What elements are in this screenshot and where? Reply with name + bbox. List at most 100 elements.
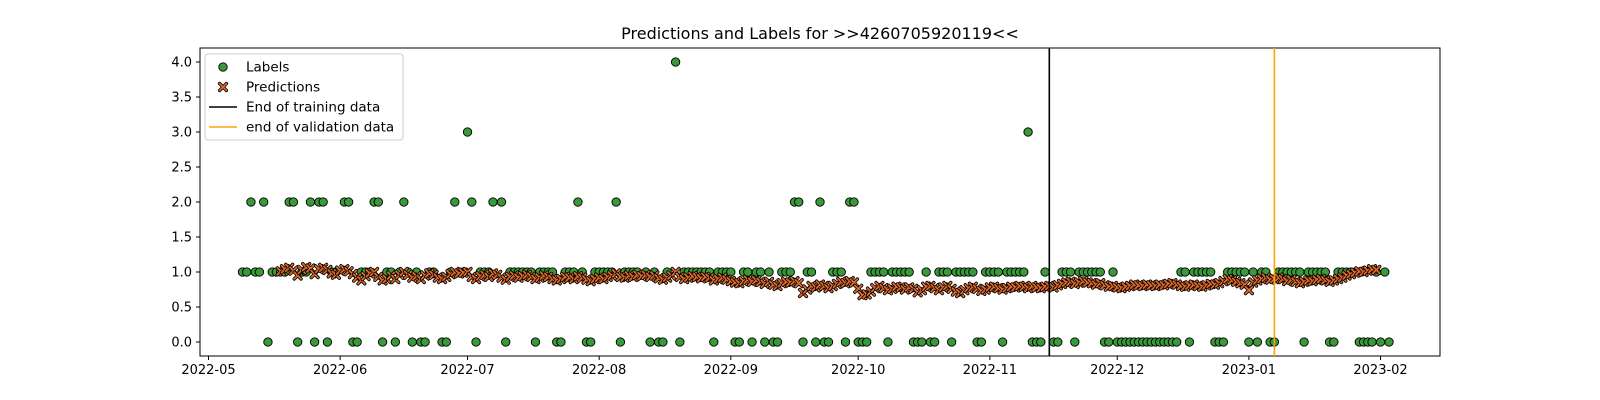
x-tick-label: 2022-08 [572, 363, 626, 378]
label-point [288, 197, 299, 207]
prediction-point-stroke-b [369, 267, 379, 277]
label-point [310, 337, 320, 347]
label-point [1070, 337, 1080, 347]
label-point [1036, 337, 1046, 347]
label-point [1180, 267, 1190, 277]
prediction-point [1371, 264, 1382, 275]
label-point [1380, 267, 1390, 277]
prediction-point-stroke-b [671, 267, 680, 277]
y-tick-label: 0.0 [171, 336, 192, 351]
label-point [747, 337, 757, 347]
label-point [377, 337, 388, 347]
label-point [242, 267, 252, 277]
y-tick-label: 2.0 [171, 196, 192, 211]
label-point [263, 337, 273, 347]
label-point [467, 197, 477, 207]
prediction-point-stroke-b [306, 264, 315, 273]
label-point [1095, 267, 1105, 277]
x-tick-label: 2022-06 [313, 363, 367, 378]
y-tick-label: 1.0 [171, 266, 192, 281]
x-tick-label: 2022-10 [831, 363, 885, 378]
label-point [1252, 337, 1263, 347]
label-point [1065, 267, 1076, 277]
label-point [1023, 127, 1033, 137]
y-tick-label: 4.0 [171, 56, 192, 71]
label-point [917, 337, 927, 347]
label-point [318, 197, 328, 207]
label-point [879, 267, 889, 277]
legend-labels-marker [218, 62, 228, 72]
label-point [798, 337, 808, 347]
label-point [488, 197, 498, 207]
label-point [573, 197, 583, 207]
legend-label: Labels [246, 60, 289, 76]
label-point [976, 337, 987, 347]
legend: Labels Predictions End of training data end… [204, 53, 404, 141]
label-point [764, 267, 774, 277]
label-point [806, 267, 817, 277]
label-point [1053, 337, 1063, 347]
label-point [968, 267, 978, 277]
axes-layer: 0.0 0.5 1.0 1.5 2.0 2.5 3.0 3.5 4.0 2022-05 2022-0… [171, 56, 1407, 379]
label-point [390, 337, 400, 347]
label-point [921, 267, 931, 277]
label-point [1367, 337, 1377, 347]
points-layer [237, 57, 1394, 347]
label-point [997, 337, 1008, 347]
x-tick-label: 2022-11 [963, 363, 1017, 378]
label-point [993, 267, 1004, 277]
legend-label: End of training data [246, 100, 380, 116]
y-tick-label: 1.5 [171, 231, 192, 246]
label-point [734, 337, 744, 347]
label-point [462, 127, 473, 137]
legend-label: Predictions [246, 80, 320, 96]
label-point [709, 337, 719, 347]
label-point [836, 267, 846, 277]
label-point [645, 337, 655, 347]
label-point [1040, 267, 1050, 277]
label-point [246, 197, 256, 207]
label-point [254, 267, 265, 277]
prediction-point [793, 278, 804, 289]
label-point [1299, 337, 1309, 347]
label-point [883, 337, 893, 347]
legend-predictions-marker [217, 81, 229, 93]
label-point [611, 197, 621, 207]
label-point [1172, 337, 1182, 347]
label-point [1375, 337, 1386, 347]
label-point [399, 197, 409, 207]
label-point [755, 267, 766, 277]
label-point [760, 337, 770, 347]
label-point [496, 197, 507, 207]
label-point [794, 197, 804, 207]
label-point [658, 337, 668, 347]
prediction-point-stroke-b [853, 284, 863, 294]
y-tick-label: 2.5 [171, 161, 192, 176]
label-point [305, 197, 316, 207]
x-tick-label: 2022-09 [704, 363, 758, 378]
label-point [904, 267, 914, 277]
label-point [586, 337, 596, 347]
label-point [373, 197, 384, 207]
label-point [322, 337, 333, 347]
prediction-point [1243, 285, 1255, 296]
label-point [942, 267, 953, 277]
label-point [815, 197, 825, 207]
label-point [823, 337, 834, 347]
label-point [1384, 337, 1394, 347]
label-point [670, 57, 681, 67]
prediction-point-stroke-b [1372, 265, 1381, 275]
label-point [849, 197, 859, 207]
label-point [785, 267, 795, 277]
legend-box [204, 53, 404, 141]
label-point [1244, 337, 1254, 347]
label-point [1206, 267, 1216, 277]
label-point [1108, 267, 1118, 277]
label-point [293, 337, 303, 347]
label-point [407, 337, 417, 347]
prediction-point-stroke-b [794, 278, 804, 288]
label-point [501, 337, 511, 347]
label-point [420, 337, 430, 347]
chart-title: Predictions and Labels for >>42607059201… [621, 24, 1019, 43]
